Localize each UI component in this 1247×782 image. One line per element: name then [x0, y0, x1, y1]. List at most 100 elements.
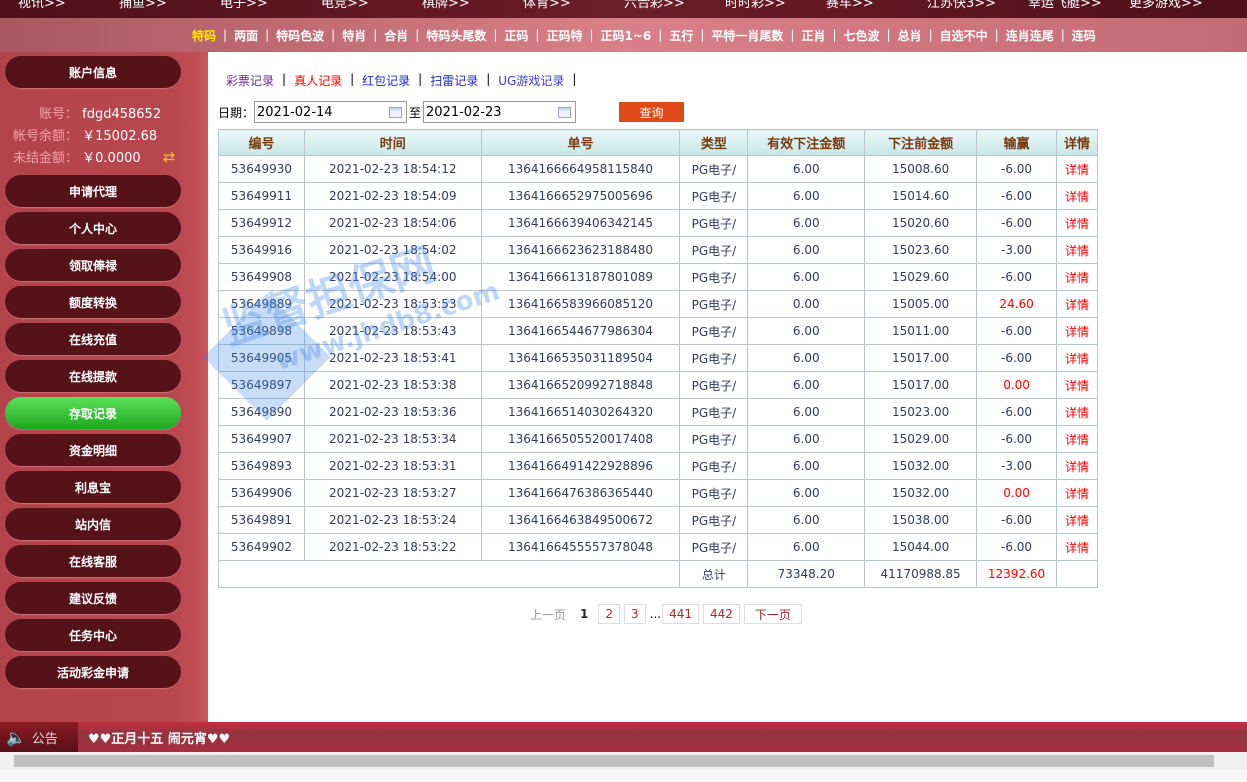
query-button[interactable]: 查询: [619, 102, 685, 122]
sub-nav-item[interactable]: 特码: [192, 28, 217, 43]
sub-nav-item[interactable]: 连码: [1071, 28, 1096, 43]
page-link[interactable]: 2: [598, 604, 621, 624]
record-tab[interactable]: 扫雷记录: [430, 74, 479, 88]
detail-link[interactable]: 详情: [1065, 189, 1090, 204]
detail-link[interactable]: 详情: [1065, 513, 1090, 528]
top-nav-item[interactable]: 视讯>>: [18, 0, 66, 11]
sidebar-item[interactable]: 利息宝: [5, 471, 181, 503]
sub-nav-item[interactable]: 特码头尾数: [426, 28, 487, 43]
top-nav-item[interactable]: 幸运飞艇>>: [1028, 0, 1102, 11]
sub-nav-item[interactable]: 正码特: [546, 28, 583, 43]
table-row: 53649912 2021-02-23 18:54:06 1364166639406…: [218, 209, 1098, 237]
separator: |: [486, 72, 491, 86]
sub-nav-item[interactable]: 自选不中: [939, 28, 988, 43]
sidebar-item[interactable]: 额度转换: [5, 286, 181, 318]
table-row: 53649891 2021-02-23 18:53:24 1364166463849…: [218, 506, 1098, 534]
detail-link[interactable]: 详情: [1065, 540, 1090, 555]
detail-link[interactable]: 详情: [1065, 405, 1090, 420]
scrollbar-thumb[interactable]: [14, 755, 1214, 767]
sidebar-item[interactable]: 任务中心: [5, 619, 181, 651]
notice-text[interactable]: ♥♥正月十五 闹元宵♥♥: [88, 731, 231, 747]
detail-link[interactable]: 详情: [1065, 378, 1090, 393]
top-nav-item[interactable]: 电竞>>: [321, 0, 369, 11]
horizontal-scrollbar[interactable]: [0, 752, 1247, 770]
sub-nav-item[interactable]: 正码1~6: [600, 28, 652, 43]
sidebar-item[interactable]: 领取俸禄: [5, 249, 181, 281]
table-cell: 1364166491422928896: [480, 452, 681, 480]
sub-nav-item[interactable]: 合肖: [384, 28, 409, 43]
page-link[interactable]: 441: [662, 604, 700, 624]
detail-link[interactable]: 详情: [1065, 432, 1090, 447]
top-nav-item[interactable]: 棋牌>>: [422, 0, 470, 11]
sidebar-item[interactable]: 申请代理: [5, 175, 181, 207]
sub-nav-item[interactable]: 正码: [504, 28, 529, 43]
empty-cell: [217, 560, 681, 588]
sidebar-item[interactable]: 存取记录: [5, 397, 181, 429]
detail-link[interactable]: 详情: [1065, 270, 1090, 285]
detail-link[interactable]: 详情: [1065, 216, 1090, 231]
sidebar-item[interactable]: 个人中心: [5, 212, 181, 244]
detail-link[interactable]: 详情: [1065, 351, 1090, 366]
separator: |: [350, 72, 355, 86]
detail-link[interactable]: 详情: [1065, 297, 1090, 312]
sidebar-item[interactable]: 站内信: [5, 508, 181, 540]
record-tab[interactable]: 彩票记录: [226, 74, 275, 88]
detail-cell: 详情: [1056, 506, 1098, 534]
table-row: 53649890 2021-02-23 18:53:36 1364166514030…: [218, 398, 1098, 426]
detail-link[interactable]: 详情: [1065, 324, 1090, 339]
top-nav-item[interactable]: 赛车>>: [826, 0, 874, 11]
sub-nav-item[interactable]: 连肖连尾: [1005, 28, 1054, 43]
table-cell: 53649898: [218, 317, 305, 345]
top-nav-item[interactable]: 江苏快3>>: [927, 0, 997, 11]
table-cell: PG电子/: [679, 317, 749, 345]
top-nav-item[interactable]: 体育>>: [523, 0, 571, 11]
refresh-icon[interactable]: ⇄: [162, 148, 176, 166]
sub-nav-item[interactable]: 两面: [234, 28, 259, 43]
sidebar-item[interactable]: 在线提款: [5, 360, 181, 392]
separator: |: [700, 28, 705, 42]
sub-nav-item[interactable]: 平特一肖尾数: [711, 28, 784, 43]
table-cell: PG电子/: [679, 344, 749, 372]
detail-link[interactable]: 详情: [1065, 162, 1090, 177]
detail-link[interactable]: 详情: [1065, 486, 1090, 501]
record-tab[interactable]: 真人记录: [294, 74, 343, 88]
sub-nav-item[interactable]: 正肖: [801, 28, 826, 43]
sidebar-item[interactable]: 资金明细: [5, 434, 181, 466]
date-from-input[interactable]: 2021-02-14: [254, 101, 408, 123]
calendar-icon[interactable]: [558, 106, 572, 118]
top-nav-item[interactable]: 更多游戏>>: [1129, 0, 1203, 11]
detail-cell: 详情: [1056, 317, 1098, 345]
sub-nav-item[interactable]: 特肖: [342, 28, 367, 43]
calendar-icon[interactable]: [389, 106, 403, 118]
detail-link[interactable]: 详情: [1065, 459, 1090, 474]
sub-nav-item[interactable]: 五行: [669, 28, 694, 43]
sidebar-item[interactable]: 建议反馈: [5, 582, 181, 614]
record-tab[interactable]: UG游戏记录: [498, 74, 565, 88]
top-nav-item[interactable]: 电子>>: [220, 0, 268, 11]
table-row: 53649897 2021-02-23 18:53:38 1364166520992…: [218, 371, 1098, 399]
top-nav-item[interactable]: 时时彩>>: [725, 0, 786, 11]
page-link[interactable]: 442: [703, 604, 740, 624]
table-cell: 15014.60: [864, 182, 978, 210]
sub-nav-item[interactable]: 七色波: [843, 28, 880, 43]
top-nav-item[interactable]: 捕鱼>>: [119, 0, 167, 11]
table-cell: PG电子/: [679, 398, 749, 426]
top-nav-item[interactable]: 六合彩>>: [624, 0, 685, 11]
sidebar-item[interactable]: 在线充值: [5, 323, 181, 355]
record-tab[interactable]: 红包记录: [362, 74, 411, 88]
account-info-header: 账户信息: [5, 56, 181, 88]
detail-cell: 详情: [1056, 344, 1098, 372]
notice-label: 🔈 公告: [0, 722, 78, 752]
date-to-input[interactable]: 2021-02-23: [423, 101, 577, 123]
sidebar-item[interactable]: 在线客服: [5, 545, 181, 577]
sub-nav-item[interactable]: 特码色波: [276, 28, 325, 43]
sidebar-item[interactable]: 活动彩金申请: [5, 656, 181, 688]
detail-link[interactable]: 详情: [1065, 243, 1090, 258]
table-cell: 2021-02-23 18:53:34: [303, 425, 482, 453]
table-row: 53649908 2021-02-23 18:54:00 1364166613187…: [218, 263, 1098, 291]
sub-nav-item[interactable]: 总肖: [897, 28, 922, 43]
next-page[interactable]: 下一页: [743, 604, 802, 624]
page-link[interactable]: 3: [624, 604, 646, 624]
table-cell: -6.00: [976, 398, 1058, 426]
table-cell: 1364166623623188480: [480, 236, 681, 264]
